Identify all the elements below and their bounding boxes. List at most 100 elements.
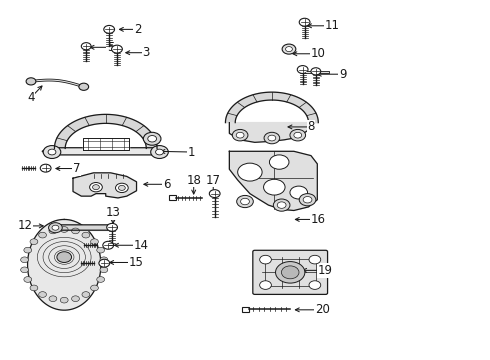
Text: 13: 13 [106,207,121,220]
Circle shape [104,26,115,33]
Circle shape [21,267,28,273]
Circle shape [99,259,110,267]
Circle shape [82,292,90,297]
Circle shape [57,252,72,262]
Circle shape [299,18,310,26]
Circle shape [39,232,47,238]
Circle shape [286,46,293,51]
Circle shape [39,292,47,297]
Circle shape [116,183,128,193]
Text: 12: 12 [18,219,33,233]
Circle shape [209,190,220,198]
Circle shape [241,198,249,205]
Circle shape [282,44,296,54]
Circle shape [260,255,271,264]
Circle shape [290,186,308,199]
Circle shape [100,267,108,273]
Circle shape [236,132,244,138]
Bar [169,195,175,201]
Text: 14: 14 [134,239,149,252]
Text: 2: 2 [134,23,141,36]
Circle shape [48,149,56,155]
Text: 9: 9 [339,68,346,81]
Text: 11: 11 [324,19,340,32]
Circle shape [24,247,32,253]
Circle shape [268,135,276,141]
Text: 4: 4 [27,91,35,104]
Circle shape [144,132,161,145]
Circle shape [93,185,99,190]
Polygon shape [229,123,311,142]
Circle shape [290,130,306,141]
Circle shape [103,241,114,249]
Circle shape [49,223,62,233]
Text: 17: 17 [206,174,220,186]
Circle shape [273,199,290,211]
Circle shape [264,179,285,195]
Circle shape [26,78,36,85]
Circle shape [24,276,32,282]
Circle shape [43,145,61,158]
Text: 5: 5 [107,41,114,54]
Circle shape [107,224,118,231]
Circle shape [303,197,312,203]
Text: 20: 20 [315,303,330,316]
Circle shape [119,185,125,190]
Circle shape [275,262,305,283]
Text: 6: 6 [163,178,171,191]
Circle shape [52,225,59,230]
Circle shape [90,183,102,192]
Polygon shape [229,151,318,211]
Circle shape [237,195,253,208]
Circle shape [49,228,57,234]
Polygon shape [83,138,129,150]
Text: 19: 19 [318,264,333,277]
Polygon shape [73,173,137,198]
Circle shape [299,194,316,206]
Polygon shape [42,148,167,155]
Circle shape [311,68,321,75]
Text: 15: 15 [129,256,144,269]
Circle shape [30,285,38,291]
Circle shape [309,255,321,264]
Circle shape [49,296,57,302]
Circle shape [72,296,79,302]
FancyBboxPatch shape [253,250,328,294]
Text: 1: 1 [188,145,195,158]
Bar [242,307,249,312]
Circle shape [277,202,286,208]
Circle shape [60,297,68,303]
Circle shape [264,132,280,144]
Circle shape [91,285,98,291]
Circle shape [97,247,104,253]
Circle shape [151,145,168,158]
Circle shape [232,130,248,141]
Polygon shape [27,220,101,310]
Polygon shape [225,92,318,123]
Circle shape [72,228,79,234]
Text: 3: 3 [143,46,150,59]
Circle shape [238,163,262,181]
Circle shape [156,149,163,155]
Circle shape [60,226,68,232]
Polygon shape [54,114,157,148]
Circle shape [79,83,89,90]
Circle shape [21,257,28,263]
Circle shape [260,281,271,289]
Text: 16: 16 [311,213,326,226]
Text: 7: 7 [73,162,80,175]
Circle shape [100,257,108,263]
Text: 8: 8 [307,121,315,134]
Circle shape [40,164,51,172]
Circle shape [82,232,90,238]
Circle shape [148,135,157,142]
Circle shape [112,45,122,53]
Text: 10: 10 [311,47,326,60]
Circle shape [294,132,302,138]
Circle shape [281,266,299,279]
Polygon shape [49,225,108,230]
Circle shape [30,239,38,244]
Circle shape [97,276,104,282]
Circle shape [270,155,289,169]
Circle shape [91,239,98,244]
